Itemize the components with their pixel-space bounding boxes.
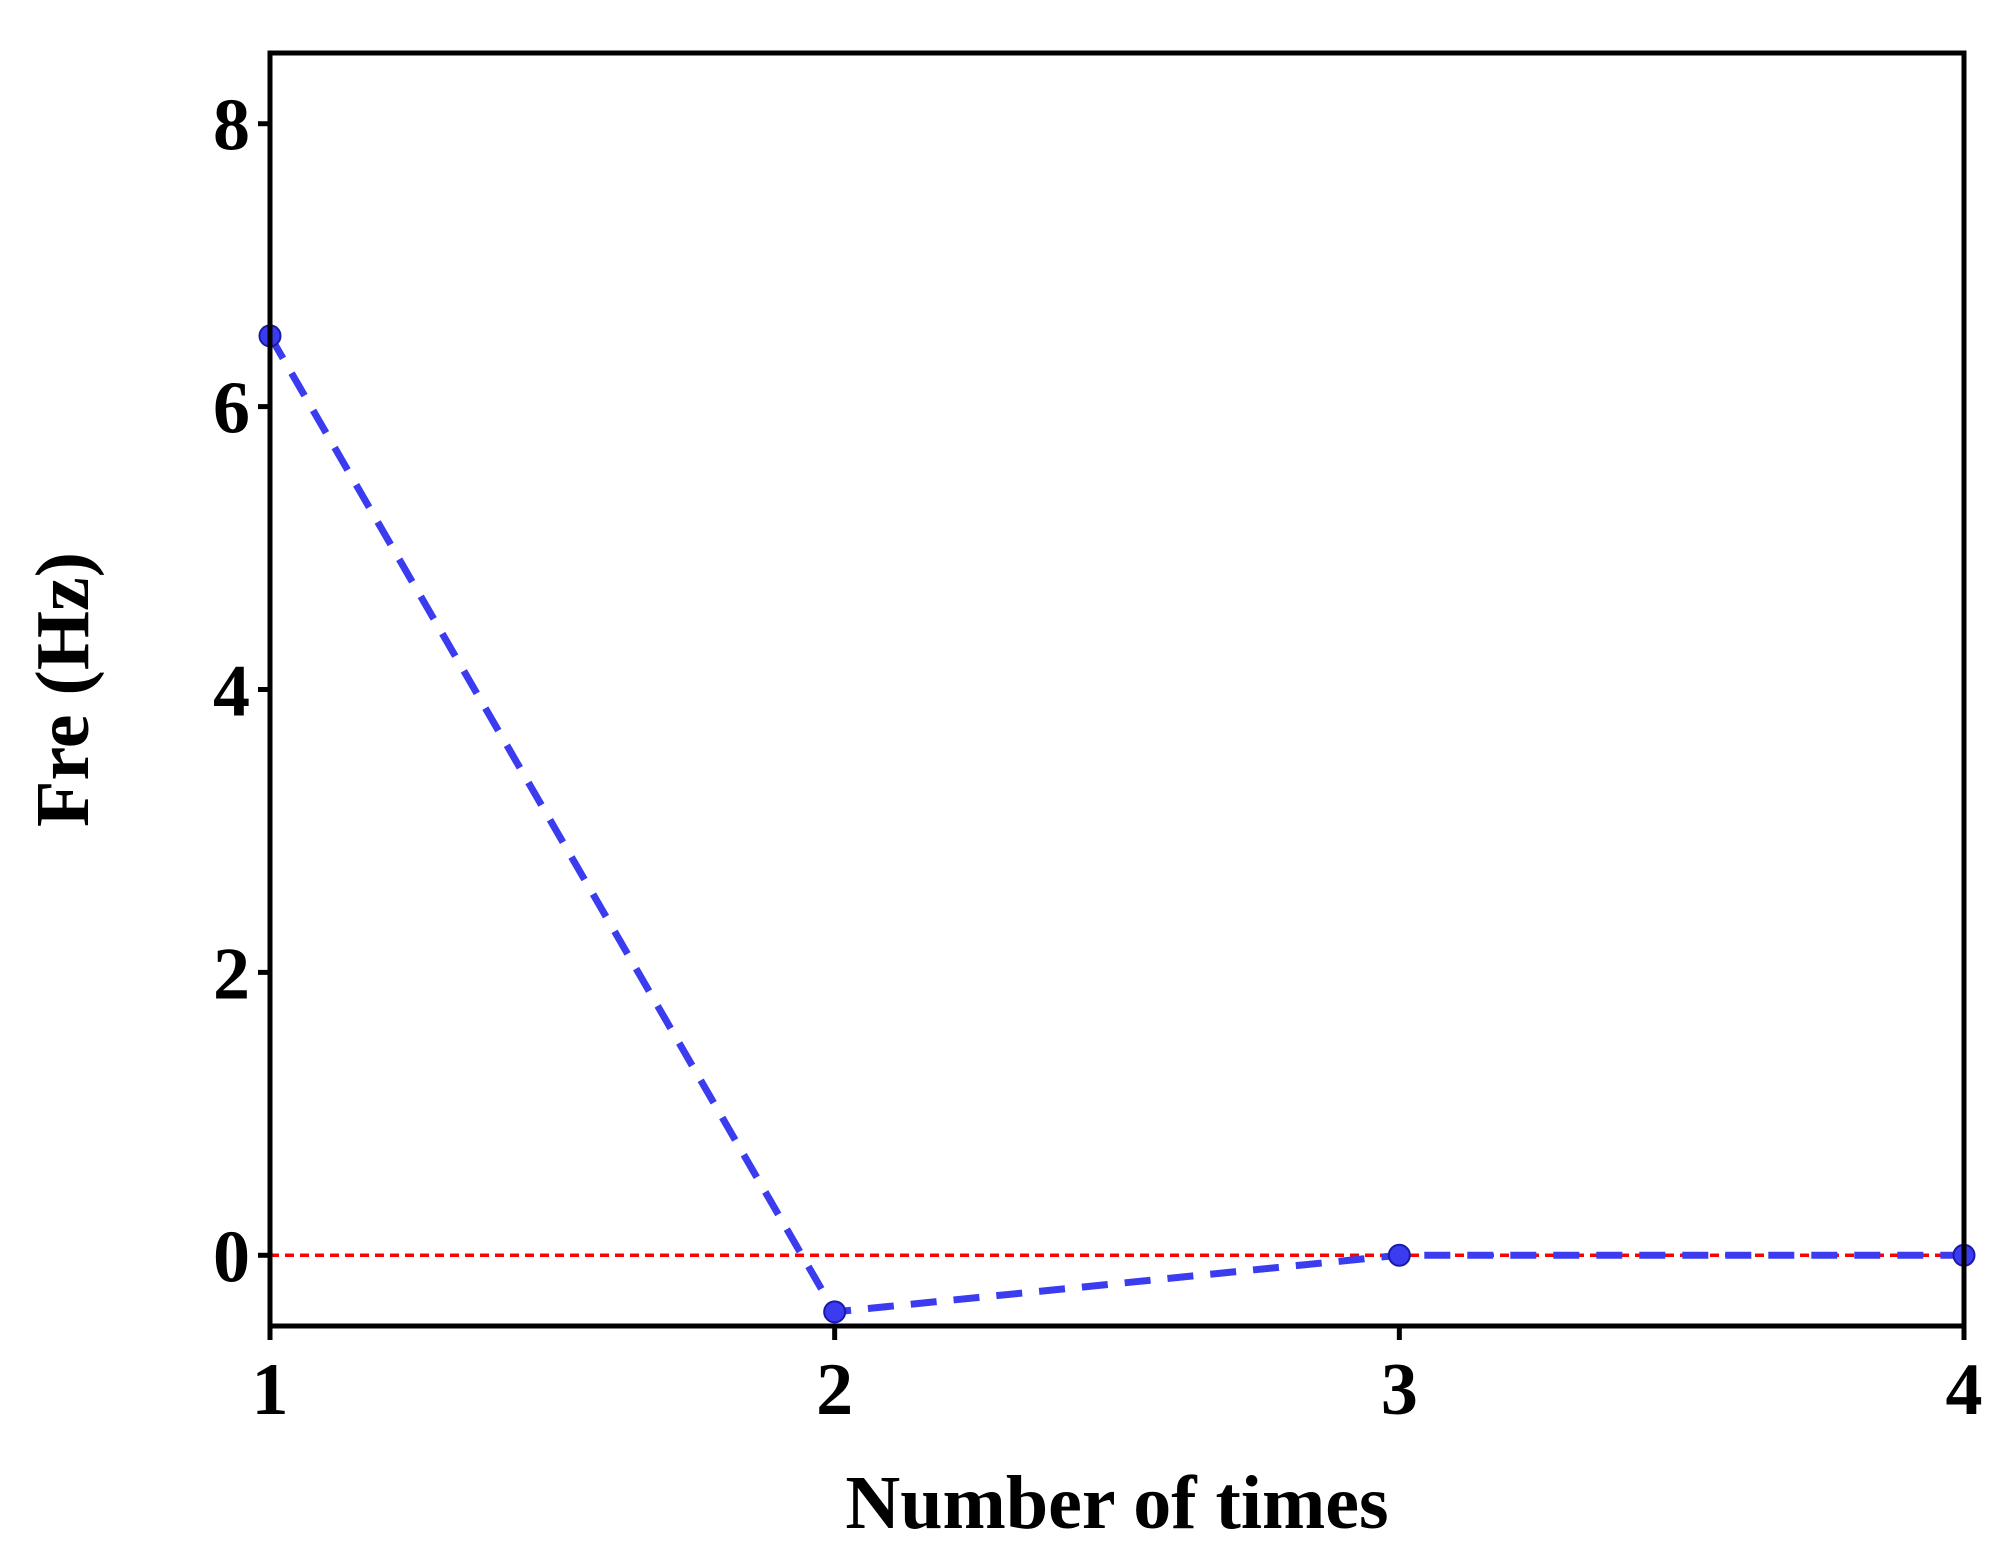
data-point-2 <box>823 1300 847 1324</box>
y-tick-label: 0 <box>213 1216 250 1298</box>
y-axis-label: Fre (Hz) <box>21 552 105 827</box>
plot-frame <box>267 50 1967 1329</box>
series-line <box>266 334 1964 1316</box>
x-axis-label: Number of times <box>845 1461 1388 1545</box>
y-tick-label: 2 <box>213 933 250 1015</box>
y-tick-label: 8 <box>213 85 250 167</box>
y-tick-label: 4 <box>213 651 250 733</box>
series-layer <box>258 324 1976 1324</box>
y-tick-label: 6 <box>213 368 250 450</box>
x-tick-label: 2 <box>816 1349 853 1431</box>
x-tick-label: 3 <box>1381 1349 1418 1431</box>
y-axis-ticks: 0 2 4 6 8 <box>213 85 270 1298</box>
x-tick-label: 4 <box>1946 1349 1983 1431</box>
x-tick-label: 1 <box>252 1349 289 1431</box>
data-point-3 <box>1387 1243 1411 1267</box>
x-axis-ticks: 1 2 3 4 <box>252 1326 1983 1431</box>
